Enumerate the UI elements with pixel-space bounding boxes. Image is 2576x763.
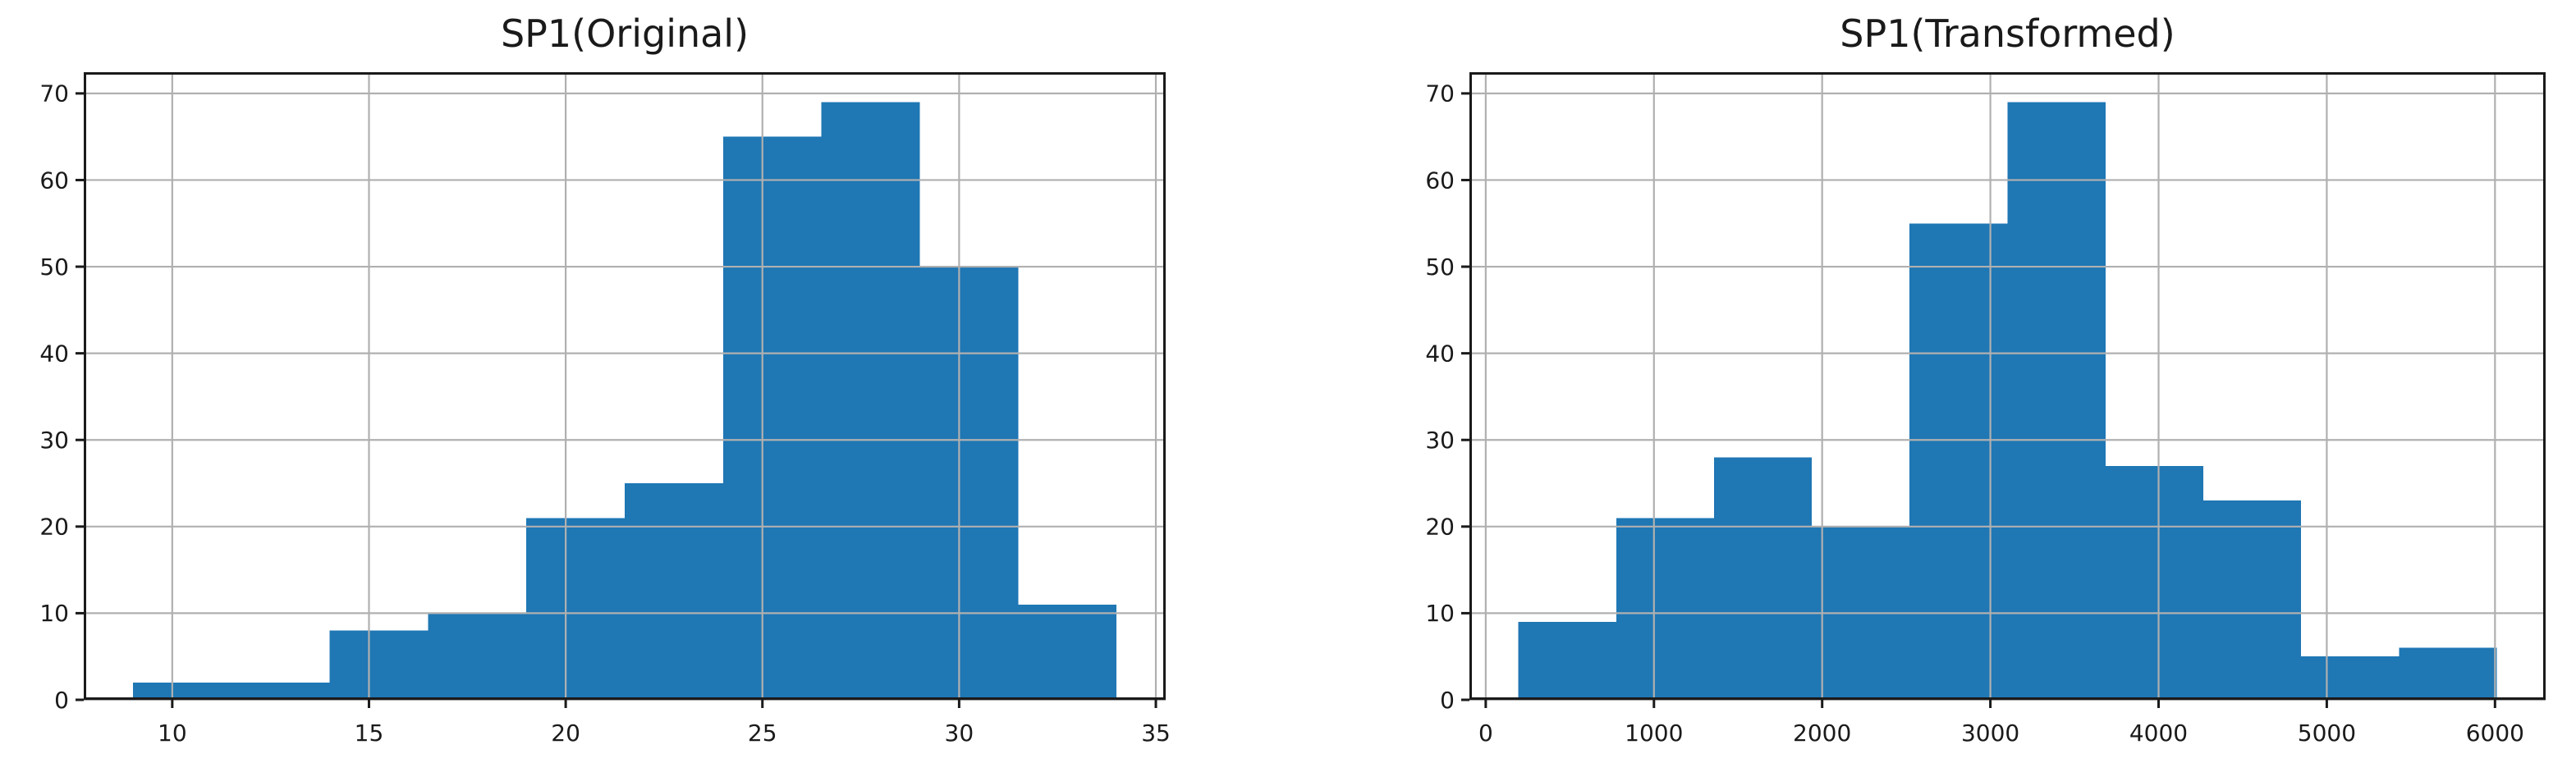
y-tick-label: 20 xyxy=(1425,514,1455,541)
histogram-bar xyxy=(919,267,1019,700)
histogram-bar xyxy=(329,630,429,700)
x-tick-label: 3000 xyxy=(1961,720,2019,747)
histogram-bars xyxy=(132,102,1117,700)
chart-title-original: SP1(Original) xyxy=(500,11,749,56)
histogram-bar xyxy=(1713,457,1813,700)
y-tick-label: 40 xyxy=(1425,340,1455,367)
x-tick-label: 25 xyxy=(748,720,777,747)
original-histogram-plot: 10 15 20 25 30 35 0 10 20 30 40 50 60 70 xyxy=(39,72,1171,747)
histogram-bar xyxy=(1018,604,1117,700)
tick-labels: 10 15 20 25 30 35 0 10 20 30 40 50 60 70 xyxy=(39,80,1170,747)
histogram-bars xyxy=(1518,102,2497,700)
x-tick-label: 35 xyxy=(1141,720,1171,747)
histogram-bar xyxy=(2007,102,2106,700)
y-tick-label: 70 xyxy=(1425,80,1455,107)
x-tick-label: 10 xyxy=(158,720,187,747)
histogram-bar xyxy=(2202,500,2302,700)
y-tick-label: 70 xyxy=(39,80,69,107)
axes-spines xyxy=(1469,72,2546,700)
y-tick-label: 40 xyxy=(39,340,69,367)
y-tick-label: 30 xyxy=(1425,427,1455,454)
histogram-bar xyxy=(132,682,231,700)
chart-title-transformed: SP1(Transformed) xyxy=(1840,11,2175,56)
x-tick-label: 20 xyxy=(551,720,580,747)
y-tick-label: 0 xyxy=(1440,687,1455,714)
y-tick-label: 60 xyxy=(1425,167,1455,194)
histogram-bar xyxy=(2105,465,2203,700)
histogram-bar xyxy=(2399,647,2497,700)
x-tick-label: 1000 xyxy=(1625,720,1683,747)
y-tick-label: 60 xyxy=(39,167,69,194)
y-tick-label: 0 xyxy=(54,687,69,714)
histogram-bar xyxy=(526,518,625,700)
x-tick-label: 2000 xyxy=(1793,720,1851,747)
y-tick-label: 30 xyxy=(39,427,69,454)
y-tick-label: 50 xyxy=(1425,254,1455,281)
histogram-bar xyxy=(821,102,920,700)
tick-labels: 0 1000 2000 3000 4000 5000 6000 0 10 20 30 40 50 60 70 xyxy=(1425,80,2524,747)
histogram-bar xyxy=(1518,621,1616,700)
histogram-bar xyxy=(625,483,723,700)
x-tick-label: 4000 xyxy=(2129,720,2188,747)
y-tick-label: 50 xyxy=(39,254,69,281)
y-tick-label: 20 xyxy=(39,514,69,541)
y-tick-label: 10 xyxy=(39,600,69,627)
x-tick-label: 6000 xyxy=(2466,720,2524,747)
histogram-bar xyxy=(231,682,330,700)
y-tick-label: 10 xyxy=(1425,600,1455,627)
x-tick-label: 5000 xyxy=(2298,720,2356,747)
histogram-bar xyxy=(2301,656,2400,700)
tick-marks xyxy=(1461,92,2496,708)
x-tick-label: 0 xyxy=(1478,720,1493,747)
transformed-histogram-plot: 0 1000 2000 3000 4000 5000 6000 0 10 20 30 40 50 60 70 xyxy=(1425,72,2546,747)
histogram-bar xyxy=(1616,518,1714,700)
histogram-bar xyxy=(722,136,822,700)
tick-marks xyxy=(76,92,1157,708)
histogram-bar xyxy=(1909,223,2008,700)
histogram-bar xyxy=(428,613,527,700)
x-tick-label: 30 xyxy=(945,720,974,747)
x-tick-label: 15 xyxy=(355,720,384,747)
axes-spines xyxy=(84,72,1166,700)
